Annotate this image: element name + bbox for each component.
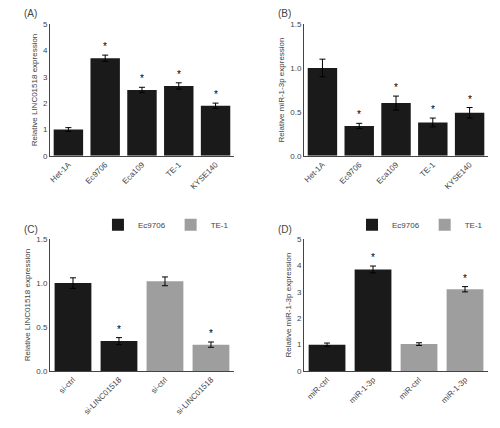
svg-text:*: * [214, 89, 218, 100]
svg-text:1.5: 1.5 [290, 20, 302, 29]
svg-text:Ec9706: Ec9706 [84, 160, 110, 186]
svg-text:Eca109: Eca109 [121, 160, 147, 186]
svg-text:Relative LINC01518 expression: Relative LINC01518 expression [30, 34, 39, 147]
svg-text:*: * [394, 82, 398, 93]
svg-text:*: * [177, 69, 181, 80]
svg-text:*: * [209, 328, 213, 339]
svg-text:0.0: 0.0 [290, 152, 302, 161]
svg-text:3: 3 [43, 73, 48, 82]
svg-text:(C): (C) [24, 224, 38, 235]
svg-text:Relative miR-1-3p expression: Relative miR-1-3p expression [284, 253, 293, 358]
svg-text:0: 0 [43, 152, 48, 161]
svg-text:KYSE140: KYSE140 [443, 160, 474, 191]
svg-text:*: * [117, 324, 121, 335]
svg-text:*: * [468, 94, 472, 105]
svg-text:5: 5 [297, 235, 302, 244]
svg-text:1.0: 1.0 [36, 279, 48, 288]
svg-text:*: * [431, 104, 435, 115]
svg-text:Relative miR-1-3p expression: Relative miR-1-3p expression [277, 37, 286, 142]
svg-text:Ec9706: Ec9706 [138, 221, 166, 230]
svg-text:(A): (A) [24, 8, 37, 19]
svg-text:4: 4 [43, 46, 48, 55]
svg-text:1.0: 1.0 [290, 64, 302, 73]
svg-text:0.5: 0.5 [290, 108, 302, 117]
svg-text:si-LINC01518: si-LINC01518 [174, 375, 215, 416]
svg-text:Eca109: Eca109 [375, 160, 401, 186]
svg-text:(B): (B) [278, 8, 291, 19]
svg-text:si-ctrl: si-ctrl [57, 375, 77, 395]
svg-text:Het-1A: Het-1A [49, 160, 73, 184]
svg-text:Ec9706: Ec9706 [392, 221, 420, 230]
svg-text:*: * [140, 73, 144, 84]
svg-text:0.5: 0.5 [36, 323, 48, 332]
svg-text:Relative LINC01518 expression: Relative LINC01518 expression [23, 249, 32, 362]
svg-text:*: * [357, 109, 361, 120]
svg-text:miR-1-3p: miR-1-3p [440, 375, 470, 405]
svg-text:*: * [371, 252, 375, 263]
svg-text:TE-1: TE-1 [211, 221, 229, 230]
svg-text:si-LINC01518: si-LINC01518 [82, 375, 123, 416]
svg-text:2: 2 [43, 99, 48, 108]
svg-text:*: * [463, 273, 467, 284]
svg-text:miR-ctrl: miR-ctrl [305, 375, 331, 401]
svg-text:*: * [103, 41, 107, 52]
svg-text:miR-1-3p: miR-1-3p [348, 375, 378, 405]
svg-text:Het-1A: Het-1A [303, 160, 327, 184]
svg-text:0: 0 [297, 367, 302, 376]
svg-text:KYSE140: KYSE140 [189, 160, 220, 191]
svg-text:2: 2 [297, 314, 302, 323]
svg-text:0.0: 0.0 [36, 367, 48, 376]
svg-text:miR-ctrl: miR-ctrl [397, 375, 423, 401]
svg-text:si-ctrl: si-ctrl [149, 375, 169, 395]
svg-text:4: 4 [297, 261, 302, 270]
svg-text:3: 3 [297, 288, 302, 297]
svg-text:1: 1 [43, 125, 48, 134]
svg-text:1: 1 [297, 340, 302, 349]
svg-text:5: 5 [43, 20, 48, 29]
svg-text:1.5: 1.5 [36, 235, 48, 244]
svg-text:TE-1: TE-1 [164, 160, 183, 179]
svg-text:TE-1: TE-1 [418, 160, 437, 179]
svg-text:Ec9706: Ec9706 [338, 160, 364, 186]
svg-text:(D): (D) [278, 224, 292, 235]
svg-text:TE-1: TE-1 [465, 221, 483, 230]
